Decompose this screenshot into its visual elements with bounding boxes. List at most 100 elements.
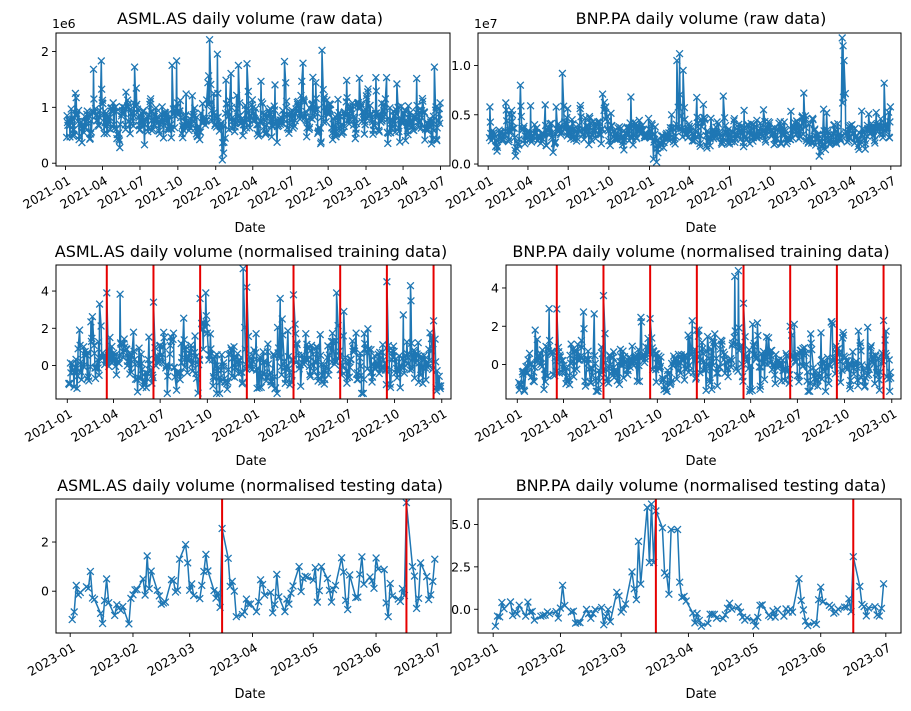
data-point-marker (252, 329, 260, 338)
data-point-marker (680, 376, 689, 384)
data-point-marker (372, 73, 380, 82)
data-point-marker (725, 599, 734, 608)
data-point-marker (788, 608, 797, 616)
data-point-marker (551, 138, 560, 146)
data-point-marker (771, 350, 780, 359)
y-tick-label: 0 (41, 358, 49, 373)
data-point-marker (800, 343, 809, 352)
data-point-marker (693, 609, 701, 618)
plot-area (62, 35, 444, 164)
data-point-marker (409, 126, 418, 135)
data-point-marker (88, 312, 97, 321)
data-point-marker (302, 355, 311, 364)
data-point-marker (878, 349, 887, 358)
data-point-marker (397, 363, 406, 371)
data-point-marker (155, 592, 164, 600)
data-point-marker (359, 389, 368, 398)
data-point-marker (861, 382, 869, 390)
data-point-marker (435, 119, 444, 128)
data-point-marker (209, 372, 218, 381)
data-point-marker (325, 351, 334, 359)
data-point-marker (520, 387, 529, 396)
data-point-marker (147, 567, 156, 575)
data-point-marker (758, 601, 767, 609)
data-point-marker (299, 59, 307, 68)
x-tick-label: 2021-01 (22, 406, 75, 445)
data-point-marker (632, 595, 641, 604)
data-point-marker (166, 350, 174, 358)
data-point-marker (360, 580, 368, 589)
data-point-marker (357, 371, 366, 380)
data-point-marker (576, 101, 585, 110)
data-point-marker (268, 377, 276, 386)
data-point-marker (97, 85, 106, 94)
data-point-marker (73, 111, 81, 120)
data-point-marker (613, 376, 622, 385)
data-point-marker (543, 372, 552, 380)
data-point-marker (137, 350, 146, 359)
data-point-marker (696, 142, 705, 151)
data-point-marker (841, 89, 850, 98)
data-point-marker (876, 114, 885, 123)
data-point-marker (810, 125, 819, 133)
data-point-marker (271, 117, 280, 126)
data-point-marker (181, 112, 189, 121)
data-point-marker (126, 129, 134, 138)
data-point-marker (232, 612, 241, 621)
data-point-marker (547, 119, 556, 128)
data-point-marker (730, 114, 739, 123)
data-point-marker (322, 117, 330, 126)
data-point-marker (749, 120, 758, 129)
data-point-marker (704, 619, 712, 628)
data-point-marker (202, 550, 210, 559)
x-axis-label: Date (685, 221, 716, 236)
data-point-marker (517, 102, 525, 110)
data-point-marker (266, 371, 274, 380)
data-point-marker (206, 80, 215, 89)
data-point-marker (508, 611, 517, 620)
data-point-marker (876, 368, 884, 377)
data-point-marker (78, 138, 86, 147)
data-point-marker (730, 333, 739, 342)
x-tick-label: 2022-01 (659, 406, 712, 445)
data-point-marker (357, 101, 366, 110)
data-point-marker (486, 118, 495, 126)
data-point-marker (375, 369, 384, 378)
chart-title: BNP.PA daily volume (raw data) (576, 9, 827, 28)
x-tick-label: 2023-01 (847, 406, 900, 445)
data-point-marker (833, 119, 842, 128)
x-axis-label: Date (235, 454, 266, 469)
data-point-marker (790, 320, 799, 329)
data-point-marker (635, 361, 643, 370)
data-point-marker (429, 112, 438, 121)
x-axis-label: Date (234, 687, 265, 702)
data-point-marker (609, 348, 618, 356)
data-point-marker (81, 123, 90, 132)
data-point-marker (548, 347, 557, 356)
data-point-marker (257, 77, 265, 86)
data-point-marker (276, 294, 285, 303)
data-point-marker (805, 387, 814, 396)
data-point-marker (364, 85, 372, 93)
data-point-marker (271, 384, 280, 392)
data-point-marker (187, 344, 196, 353)
data-point-marker (780, 125, 789, 134)
data-point-marker (516, 81, 525, 90)
data-point-marker (282, 97, 291, 106)
data-point-marker (793, 371, 802, 380)
data-point-marker (183, 368, 192, 377)
x-tick-label: 2023-04 (207, 640, 260, 679)
data-point-marker (309, 576, 318, 584)
data-point-marker (96, 609, 105, 618)
data-point-marker (871, 602, 879, 611)
data-point-marker (317, 138, 325, 146)
data-point-marker (635, 377, 644, 386)
data-point-marker (258, 99, 267, 108)
data-point-marker (305, 123, 314, 132)
data-point-marker (278, 315, 287, 323)
data-point-marker (252, 607, 261, 616)
data-point-marker (360, 130, 369, 138)
data-point-marker (374, 565, 382, 573)
data-point-marker (374, 126, 383, 135)
